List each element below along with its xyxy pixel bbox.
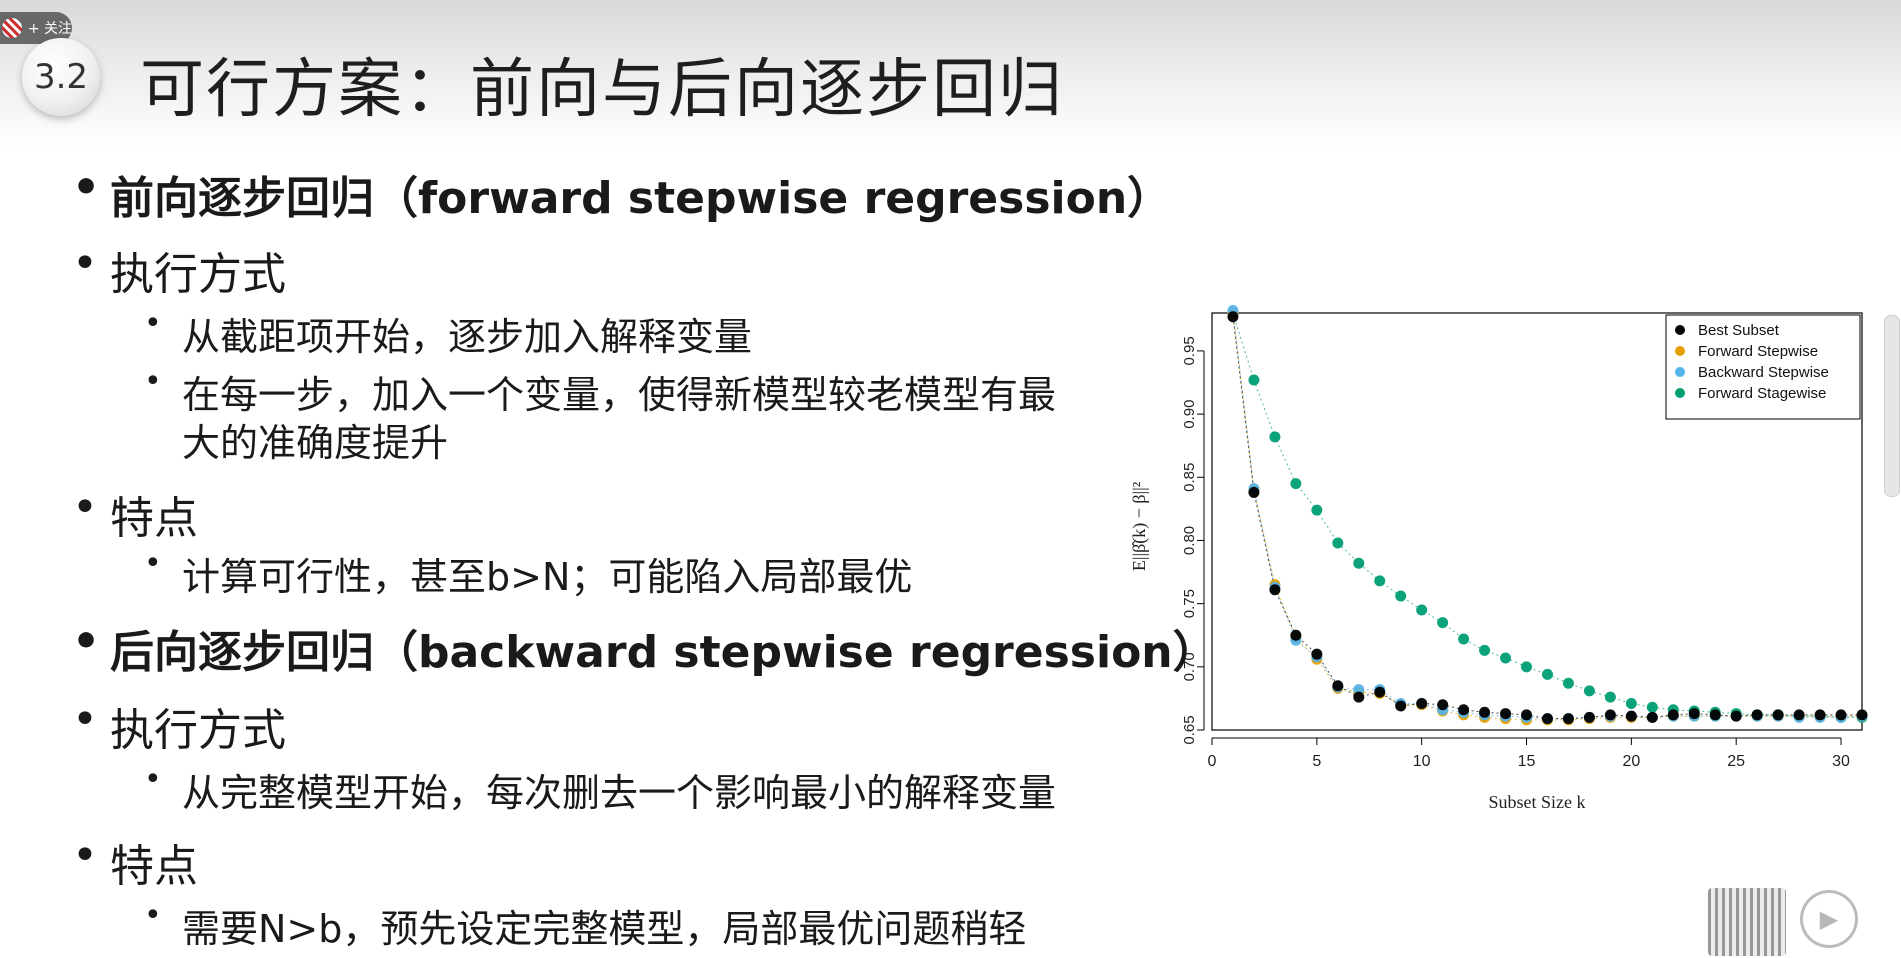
data-point xyxy=(1835,709,1847,721)
data-point xyxy=(1353,691,1365,703)
y-tick-label: 0.70 xyxy=(1181,652,1198,681)
header-band xyxy=(0,0,1901,150)
data-point xyxy=(1227,311,1239,323)
data-point xyxy=(1374,575,1386,587)
data-point xyxy=(1332,680,1344,692)
x-tick-label: 25 xyxy=(1727,753,1745,770)
data-point xyxy=(1521,709,1533,721)
y-tick-label: 0.90 xyxy=(1181,399,1198,428)
bullet-features: 特点 xyxy=(72,830,198,894)
data-point xyxy=(1667,709,1679,721)
legend-entry: Forward Stepwise xyxy=(1698,343,1818,360)
legend-marker xyxy=(1675,388,1685,398)
bullet-forward-heading: 前向逐步回归（forward stepwise regression） xyxy=(72,162,1171,226)
y-tick-label: 0.85 xyxy=(1181,463,1198,492)
x-tick-label: 15 xyxy=(1518,753,1536,770)
data-point xyxy=(1646,701,1658,713)
data-point xyxy=(1541,713,1553,725)
data-point xyxy=(1353,557,1365,569)
data-point xyxy=(1646,711,1658,723)
bullet-backward-heading: 后向逐步回归（backward stepwise regression） xyxy=(72,616,1217,680)
data-point xyxy=(1458,704,1470,716)
data-point xyxy=(1416,697,1428,709)
data-point xyxy=(1814,709,1826,721)
data-point xyxy=(1395,590,1407,602)
data-point xyxy=(1416,604,1428,616)
data-point xyxy=(1269,584,1281,596)
legend-entry: Best Subset xyxy=(1698,322,1780,339)
chart-svg: 0 5 10 15 20 25 30 0.65 0.70 0.75 0.80 0.85 0.90 0.95… xyxy=(1129,304,1868,812)
x-tick-label: 30 xyxy=(1832,753,1850,770)
x-tick-label: 5 xyxy=(1312,753,1321,770)
y-tick-label: 0.75 xyxy=(1181,589,1198,618)
data-point xyxy=(1772,709,1784,721)
sub-bullet: 需要N>b，预先设定完整模型，局部最优问题稍轻 xyxy=(144,898,1026,953)
legend-marker xyxy=(1675,325,1685,335)
data-point xyxy=(1688,708,1700,720)
legend-marker xyxy=(1675,367,1685,377)
y-axis-label: E||β̂(k) − β||² xyxy=(1129,482,1150,571)
data-point xyxy=(1625,710,1637,722)
y-tick-label: 0.65 xyxy=(1181,715,1198,744)
legend-entry: Backward Stepwise xyxy=(1698,364,1829,381)
data-point xyxy=(1541,668,1553,680)
video-play-icon[interactable]: ▶ xyxy=(1800,890,1858,948)
x-axis-label: Subset Size k xyxy=(1489,792,1586,812)
legend-box xyxy=(1665,314,1861,420)
data-point xyxy=(1353,684,1365,696)
data-point xyxy=(1290,629,1302,641)
data-point xyxy=(1290,478,1302,490)
data-point xyxy=(1479,644,1491,656)
data-point xyxy=(1793,709,1805,721)
data-point xyxy=(1856,709,1868,721)
sub-bullet: 从截距项开始，逐步加入解释变量 xyxy=(144,306,752,361)
data-point xyxy=(1709,709,1721,721)
data-point xyxy=(1332,537,1344,549)
data-point xyxy=(1583,711,1595,723)
y-tick-label: 0.80 xyxy=(1181,526,1198,555)
section-number-badge: 3.2 xyxy=(22,38,100,116)
data-point xyxy=(1437,617,1449,629)
data-point xyxy=(1625,697,1637,709)
x-tick-label: 10 xyxy=(1413,753,1431,770)
data-point xyxy=(1583,685,1595,697)
data-point xyxy=(1521,661,1533,673)
data-point xyxy=(1248,374,1260,386)
watermark-seal xyxy=(1708,888,1786,956)
slide-title: 可行方案：前向与后向逐步回归 xyxy=(140,53,1064,127)
bullet-execution: 执行方式 xyxy=(72,694,286,758)
sub-bullet: 计算可行性，甚至b>N；可能陷入局部最优 xyxy=(144,546,912,601)
data-point xyxy=(1395,700,1407,712)
data-point xyxy=(1311,504,1323,516)
data-point xyxy=(1751,709,1763,721)
data-point xyxy=(1730,710,1742,722)
data-point xyxy=(1374,686,1386,698)
y-tick-label: 0.95 xyxy=(1181,336,1198,365)
data-point xyxy=(1437,699,1449,711)
data-point xyxy=(1479,706,1491,718)
data-point xyxy=(1458,633,1470,645)
bullet-features: 特点 xyxy=(72,482,198,546)
data-point xyxy=(1500,652,1512,664)
sub-bullet: 从完整模型开始，每次删去一个影响最小的解释变量 xyxy=(144,762,1056,817)
legend-entry: Forward Stagewise xyxy=(1698,385,1826,402)
data-point xyxy=(1311,648,1323,660)
uploader-avatar[interactable] xyxy=(2,18,22,38)
data-point xyxy=(1500,708,1512,720)
data-point xyxy=(1562,677,1574,689)
sub-bullet-continuation: 大的准确度提升 xyxy=(182,421,449,465)
x-tick-label: 20 xyxy=(1622,753,1640,770)
data-point xyxy=(1604,691,1616,703)
follow-label: + 关注 xyxy=(27,21,72,37)
bullet-execution: 执行方式 xyxy=(72,238,286,302)
data-point xyxy=(1604,709,1616,721)
data-point xyxy=(1269,431,1281,443)
x-tick-label: 0 xyxy=(1208,753,1217,770)
chart-container: 0 5 10 15 20 25 30 0.65 0.70 0.75 0.80 0.85 0.90 0.95… xyxy=(1120,300,1880,820)
legend-marker xyxy=(1675,346,1685,356)
data-point xyxy=(1248,486,1260,498)
sub-bullet: 在每一步，加入一个变量，使得新模型较老模型有最 xyxy=(144,364,1056,419)
side-scroll-handle[interactable] xyxy=(1884,315,1900,497)
data-point xyxy=(1562,713,1574,725)
